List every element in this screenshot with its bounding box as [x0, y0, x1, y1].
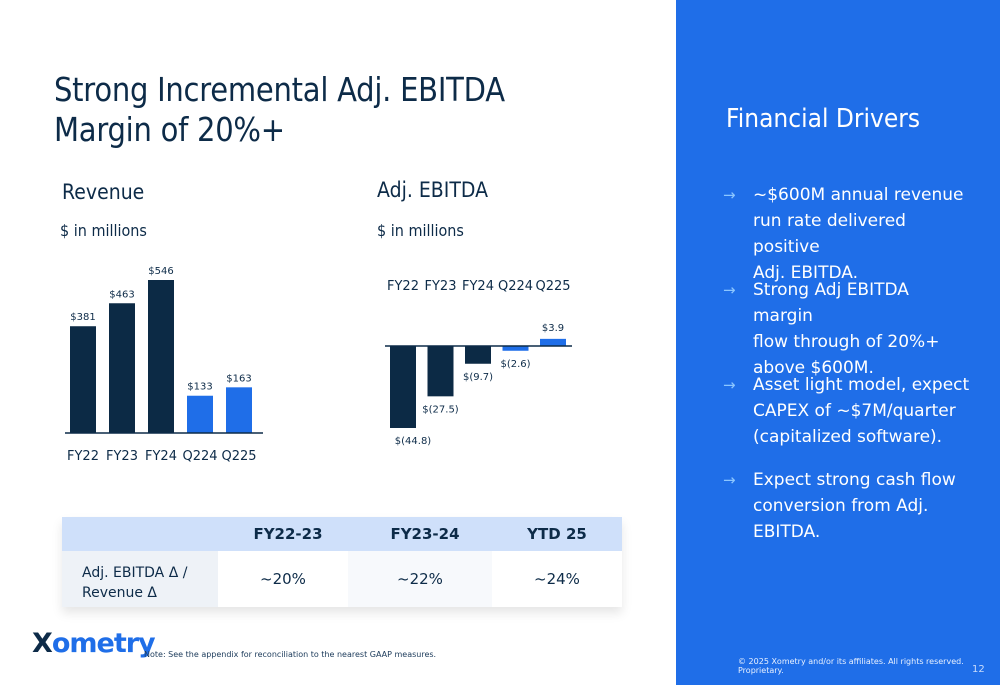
driver-line: CAPEX of ~$7M/quarter [753, 401, 956, 421]
ebitda-data-label: $(44.8) [395, 436, 432, 447]
revenue-subtitle: $ in millions [60, 221, 147, 240]
copyright: © 2025 Xometry and/or its affiliates. Al… [738, 657, 964, 675]
table-header: FY22-23 FY23-24 YTD 25 [62, 517, 622, 551]
driver-line: EBITDA. [753, 522, 821, 542]
driver-line: Strong Adj EBITDA margin [753, 280, 909, 326]
row-label-line: Adj. EBITDA Δ / [82, 565, 188, 581]
ebitda-bar [390, 346, 416, 428]
revenue-data-label: $133 [187, 382, 212, 393]
table-cell: ~22% [348, 551, 492, 607]
ebitda-bar [465, 346, 491, 364]
arrow-icon: → [723, 376, 736, 394]
logo-mark: X [32, 628, 53, 659]
revenue-category-label: FY24 [145, 449, 177, 464]
revenue-bar [70, 326, 96, 433]
ebitda-subtitle: $ in millions [377, 221, 464, 240]
revenue-bar [148, 280, 174, 433]
ebitda-title: Adj. EBITDA [377, 178, 489, 202]
row-label-line: Revenue Δ [82, 585, 157, 601]
revenue-bar [109, 303, 135, 433]
driver-line: Adj. EBITDA. [753, 263, 858, 283]
arrow-icon: → [723, 471, 736, 489]
revenue-bar [187, 395, 213, 433]
ebitda-category-label: FY24 [462, 279, 494, 294]
ebitda-category-label: Q224 [498, 279, 533, 294]
revenue-title: Revenue [62, 180, 145, 204]
drivers-title: Financial Drivers [726, 104, 921, 134]
table-header-cell: FY23-24 [390, 525, 460, 543]
revenue-data-label: $163 [226, 373, 251, 384]
driver-line: above $600M. [753, 358, 874, 378]
revenue-category-label: FY23 [106, 449, 138, 464]
driver-line: flow through of 20%+ [753, 332, 940, 352]
table-cell: ~24% [534, 570, 580, 588]
ebitda-category-label: Q225 [535, 279, 570, 294]
table-header-cell: FY22-23 [253, 525, 323, 543]
ebitda-chart: FY22 FY23 FY24 Q224 Q225 $(44.8) $(27.5) $(9.7)… [385, 279, 572, 447]
revenue-category-label: Q225 [221, 449, 256, 464]
slide-title: Strong Incremental Adj. EBITDA Margin of… [54, 70, 505, 149]
margin-table: FY22-23 FY23-24 YTD 25 Adj. EBITDA Δ / R… [62, 517, 622, 607]
revenue-data-label: $546 [148, 266, 173, 277]
revenue-bar [226, 387, 252, 433]
page-number: 12 [972, 664, 985, 675]
ebitda-bar [427, 346, 454, 397]
arrow-icon: → [723, 186, 736, 204]
arrow-icon: → [723, 281, 736, 299]
ebitda-data-label: $(2.6) [500, 359, 530, 370]
driver-line: (capitalized software). [753, 427, 943, 447]
drivers-panel: Financial Drivers → ~$600M annual revenu… [676, 0, 1000, 685]
ebitda-data-label: $3.9 [542, 323, 564, 334]
xometry-logo: Xometry [32, 628, 156, 659]
ebitda-data-label: $(9.7) [463, 372, 493, 383]
revenue-data-label: $463 [109, 289, 134, 300]
ebitda-data-label: $(27.5) [422, 404, 459, 415]
logo-wordmark: ometry [51, 628, 156, 659]
revenue-category-label: Q224 [182, 449, 217, 464]
ebitda-category-label: FY23 [425, 279, 457, 294]
table-header-cell: YTD 25 [527, 525, 587, 543]
driver-line: ~$600M annual revenue [753, 185, 964, 205]
content-panel: Strong Incremental Adj. EBITDA Margin of… [32, 70, 622, 659]
revenue-category-label: FY22 [67, 449, 99, 464]
ebitda-bar [502, 346, 529, 351]
revenue-chart: $381 FY22 $463 FY23 $546 FY24 $133 Q224 $163 Q225 [65, 266, 263, 464]
footnote: Note: See the appendix for reconciliatio… [144, 650, 437, 659]
ebitda-category-label: FY22 [387, 279, 419, 294]
driver-line: conversion from Adj. [753, 496, 929, 516]
driver-line: run rate delivered positive [753, 211, 906, 257]
driver-line: Asset light model, expect [753, 375, 970, 395]
table-row-label: Adj. EBITDA Δ / Revenue Δ [62, 551, 218, 607]
driver-line: Expect strong cash flow [753, 470, 956, 490]
table-cell: ~20% [260, 570, 306, 588]
ebitda-bar [540, 338, 566, 346]
revenue-data-label: $381 [70, 312, 95, 323]
